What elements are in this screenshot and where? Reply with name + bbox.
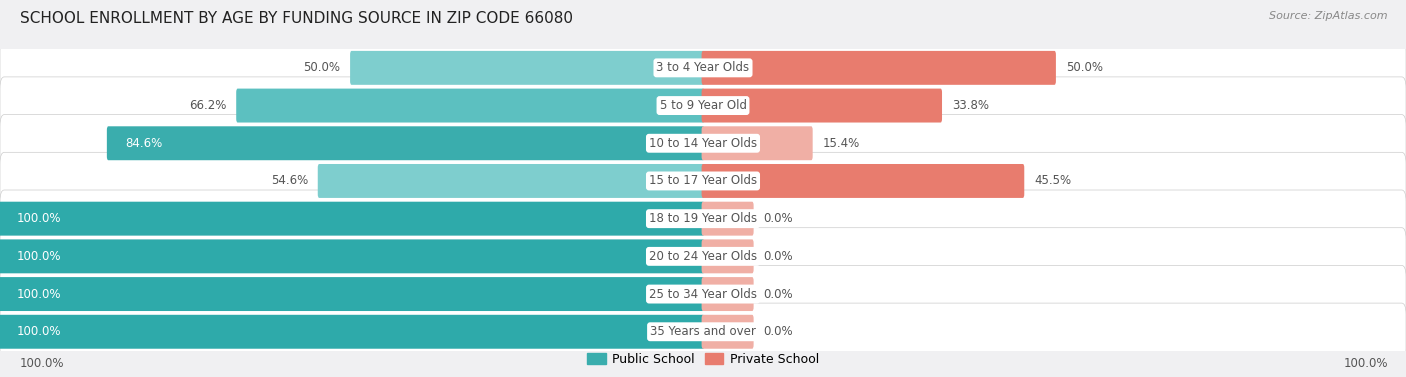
Text: 20 to 24 Year Olds: 20 to 24 Year Olds xyxy=(650,250,756,263)
Text: 100.0%: 100.0% xyxy=(20,357,65,370)
FancyBboxPatch shape xyxy=(0,228,1406,285)
FancyBboxPatch shape xyxy=(236,89,704,123)
Text: Source: ZipAtlas.com: Source: ZipAtlas.com xyxy=(1270,11,1388,21)
Text: 33.8%: 33.8% xyxy=(952,99,988,112)
FancyBboxPatch shape xyxy=(702,315,754,349)
FancyBboxPatch shape xyxy=(318,164,704,198)
FancyBboxPatch shape xyxy=(0,152,1406,210)
FancyBboxPatch shape xyxy=(702,164,1024,198)
Text: 66.2%: 66.2% xyxy=(188,99,226,112)
Text: 3 to 4 Year Olds: 3 to 4 Year Olds xyxy=(657,61,749,74)
FancyBboxPatch shape xyxy=(0,239,704,273)
Text: 0.0%: 0.0% xyxy=(763,288,793,300)
Text: 54.6%: 54.6% xyxy=(271,175,308,187)
FancyBboxPatch shape xyxy=(702,89,942,123)
Text: 0.0%: 0.0% xyxy=(763,250,793,263)
FancyBboxPatch shape xyxy=(702,51,1056,85)
Text: 0.0%: 0.0% xyxy=(763,212,793,225)
Text: 15.4%: 15.4% xyxy=(823,137,859,150)
Text: 18 to 19 Year Olds: 18 to 19 Year Olds xyxy=(650,212,756,225)
Text: 0.0%: 0.0% xyxy=(763,325,793,338)
Text: 15 to 17 Year Olds: 15 to 17 Year Olds xyxy=(650,175,756,187)
Text: 50.0%: 50.0% xyxy=(1066,61,1102,74)
Text: 100.0%: 100.0% xyxy=(1343,357,1388,370)
Text: 10 to 14 Year Olds: 10 to 14 Year Olds xyxy=(650,137,756,150)
FancyBboxPatch shape xyxy=(0,265,1406,323)
Text: 45.5%: 45.5% xyxy=(1035,175,1071,187)
FancyBboxPatch shape xyxy=(0,190,1406,247)
Text: 100.0%: 100.0% xyxy=(17,212,62,225)
FancyBboxPatch shape xyxy=(0,39,1406,97)
FancyBboxPatch shape xyxy=(0,277,704,311)
Text: 100.0%: 100.0% xyxy=(17,250,62,263)
FancyBboxPatch shape xyxy=(702,126,813,160)
Text: 100.0%: 100.0% xyxy=(17,325,62,338)
FancyBboxPatch shape xyxy=(0,202,704,236)
Text: 100.0%: 100.0% xyxy=(17,288,62,300)
FancyBboxPatch shape xyxy=(350,51,704,85)
Text: SCHOOL ENROLLMENT BY AGE BY FUNDING SOURCE IN ZIP CODE 66080: SCHOOL ENROLLMENT BY AGE BY FUNDING SOUR… xyxy=(20,11,572,26)
FancyBboxPatch shape xyxy=(0,303,1406,360)
Text: 84.6%: 84.6% xyxy=(125,137,162,150)
Text: 25 to 34 Year Olds: 25 to 34 Year Olds xyxy=(650,288,756,300)
FancyBboxPatch shape xyxy=(702,277,754,311)
Text: 35 Years and over: 35 Years and over xyxy=(650,325,756,338)
Text: 50.0%: 50.0% xyxy=(304,61,340,74)
FancyBboxPatch shape xyxy=(0,315,704,349)
FancyBboxPatch shape xyxy=(702,202,754,236)
Text: 5 to 9 Year Old: 5 to 9 Year Old xyxy=(659,99,747,112)
FancyBboxPatch shape xyxy=(702,239,754,273)
Legend: Public School, Private School: Public School, Private School xyxy=(582,348,824,371)
FancyBboxPatch shape xyxy=(0,115,1406,172)
FancyBboxPatch shape xyxy=(0,77,1406,134)
FancyBboxPatch shape xyxy=(107,126,704,160)
